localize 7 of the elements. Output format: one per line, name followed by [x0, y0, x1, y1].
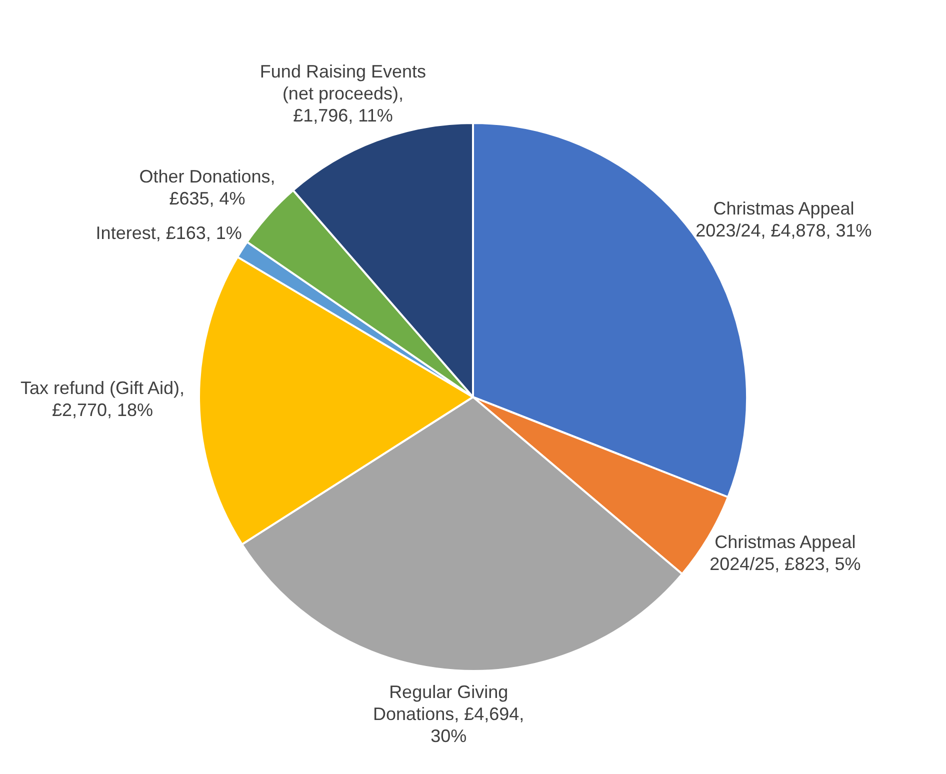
slice-label: Interest, £163, 1% — [96, 222, 242, 243]
slice-label: Tax refund (Gift Aid), £2,770, 18% — [20, 378, 185, 420]
slice-label: Other Donations, £635, 4% — [139, 166, 276, 209]
slice-label: Christmas Appeal 2024/25, £823, 5% — [710, 532, 861, 574]
slice-label: Fund Raising Events (net proceeds), £1,796, 11% — [260, 61, 426, 126]
slice-label: Christmas Appeal 2023/24, £4,878, 31% — [696, 198, 872, 240]
slice-label: Regular Giving Donations, £4,694, 30% — [373, 682, 524, 746]
